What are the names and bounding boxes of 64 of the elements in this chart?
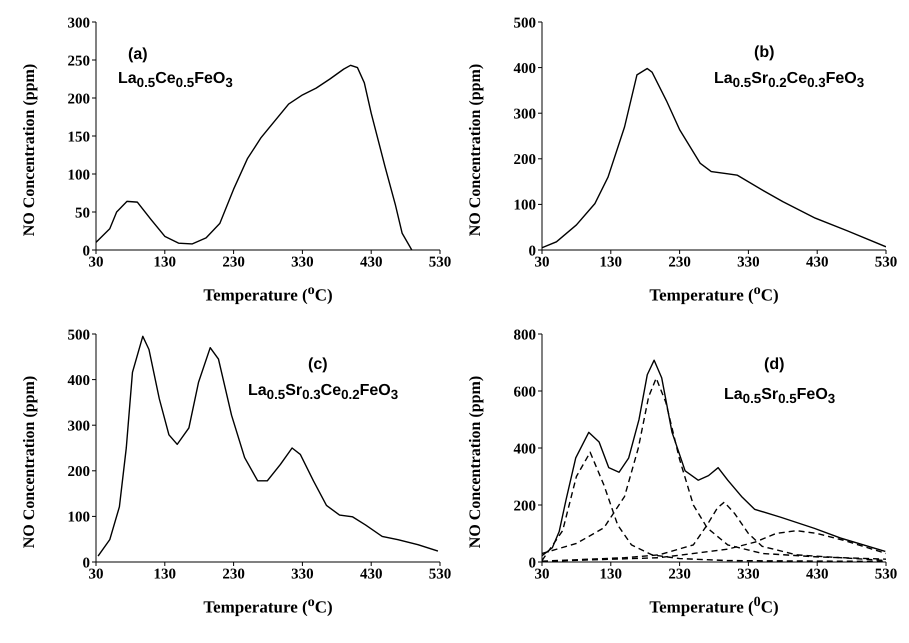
y-tick-label: 50 <box>75 205 90 222</box>
y-tick-label: 300 <box>68 418 90 435</box>
y-tick-label: 600 <box>514 384 536 400</box>
y-tick-label: 300 <box>514 106 536 123</box>
x-tick-label: 130 <box>600 254 622 271</box>
y-tick-label: 0 <box>528 243 536 260</box>
y-axis-title: NO Concentration (ppm) <box>21 376 39 548</box>
x-tick-label: 30 <box>88 254 104 271</box>
x-tick-label: 530 <box>428 566 452 583</box>
y-tick-label: 0 <box>528 555 536 572</box>
y-tick-label: 400 <box>514 60 536 77</box>
x-tick-label: 330 <box>291 566 314 583</box>
x-tick-label: 530 <box>874 254 898 271</box>
x-axis-title: Temperature ($^{o}$C) <box>203 594 333 618</box>
y-tick-label: 200 <box>514 152 536 168</box>
annotation: (c) <box>308 356 328 374</box>
y-tick-label: 300 <box>68 15 90 32</box>
x-tick-label: 530 <box>874 566 898 583</box>
x-tick-label: 230 <box>668 254 691 271</box>
x-axis-title: Temperature ($^{0}$C) <box>649 594 779 618</box>
y-axis-title: NO Concentration (ppm) <box>467 64 485 236</box>
y-axis-title: NO Concentration (ppm) <box>21 64 39 236</box>
x-tick-label: 230 <box>222 566 245 583</box>
y-tick-label: 500 <box>514 15 536 32</box>
x-tick-label: 430 <box>360 566 382 583</box>
x-tick-label: 330 <box>737 254 760 271</box>
x-tick-label: 130 <box>600 566 622 583</box>
x-tick-label: 330 <box>291 254 314 271</box>
y-tick-label: 400 <box>68 372 90 389</box>
y-tick-label: 100 <box>68 510 90 526</box>
y-tick-label: 150 <box>68 129 90 146</box>
annotation: La$_{0.5}$Ce$_{0.5}$FeO$_{3}$ <box>118 70 233 90</box>
x-tick-label: 430 <box>806 254 828 271</box>
y-tick-label: 100 <box>514 198 536 214</box>
x-axis-title: Temperature ($^{o}$C) <box>203 282 333 306</box>
x-tick-label: 30 <box>534 566 550 583</box>
x-tick-label: 530 <box>428 254 452 271</box>
y-tick-label: 0 <box>82 555 90 572</box>
annotation: (b) <box>754 44 774 62</box>
x-tick-label: 130 <box>154 254 176 271</box>
x-tick-label: 30 <box>534 254 550 271</box>
y-tick-label: 400 <box>514 441 536 458</box>
annotation: La$_{0.5}$Sr$_{0.3}$Ce$_{0.2}$FeO$_{3}$ <box>248 382 398 402</box>
y-tick-label: 200 <box>514 498 536 514</box>
annotation: (d) <box>764 356 784 374</box>
y-tick-label: 200 <box>68 464 90 480</box>
y-tick-label: 0 <box>82 243 90 260</box>
annotation: La$_{0.5}$Sr$_{0.5}$FeO$_{3}$ <box>724 386 836 406</box>
x-tick-label: 430 <box>360 254 382 271</box>
annotation: (a) <box>128 46 148 64</box>
x-tick-label: 430 <box>806 566 828 583</box>
x-tick-label: 230 <box>668 566 691 583</box>
annotation: La$_{0.5}$Sr$_{0.2}$Ce$_{0.3}$FeO$_{3}$ <box>714 70 864 90</box>
y-tick-label: 500 <box>68 327 90 344</box>
y-tick-label: 800 <box>514 327 536 344</box>
x-tick-label: 330 <box>737 566 760 583</box>
y-tick-label: 200 <box>68 91 90 108</box>
y-tick-label: 100 <box>68 167 90 184</box>
y-tick-label: 250 <box>68 53 90 70</box>
x-tick-label: 130 <box>154 566 176 583</box>
y-axis-title: NO Concentration (ppm) <box>467 376 485 548</box>
x-axis-title: Temperature ($^{o}$C) <box>649 282 779 306</box>
x-tick-label: 30 <box>88 566 104 583</box>
x-tick-label: 230 <box>222 254 245 271</box>
